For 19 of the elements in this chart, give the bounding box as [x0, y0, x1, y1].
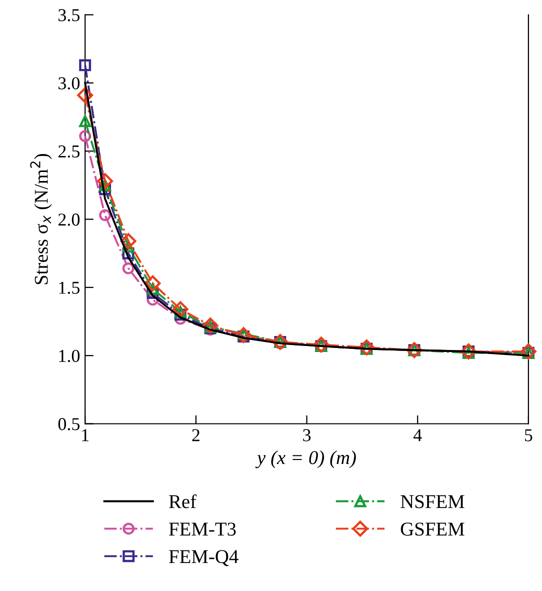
y-tick-label: 0.5 [58, 418, 80, 430]
y-tick-label: 2.5 [58, 145, 80, 158]
x-tick-label: 3 [303, 429, 311, 442]
y-axis-title: Stress σ$_{x}$ (N/m$^{2}$) [30, 154, 52, 284]
x-tick-label: 5 [524, 429, 532, 442]
y-tick-label: 2.0 [58, 214, 80, 226]
x-tick-label: 4 [413, 429, 422, 442]
y-tick-label: 3.5 [58, 9, 80, 22]
legend-label: FEM-T3 [169, 522, 236, 536]
x-tick-label: 1 [82, 429, 89, 442]
x-axis-title: y (x = 0) (m) [255, 450, 356, 468]
legend-label: Ref [169, 494, 197, 508]
legend-label: FEM-Q4 [169, 550, 238, 566]
legend-label: GSFEM [400, 522, 464, 536]
y-tick-label: 1.5 [59, 282, 80, 294]
x-tick-label: 2 [192, 429, 200, 442]
y-tick-label: 3.0 [58, 77, 80, 90]
legend-label: NSFEM [400, 495, 464, 508]
y-tick-label: 1.0 [59, 350, 80, 362]
